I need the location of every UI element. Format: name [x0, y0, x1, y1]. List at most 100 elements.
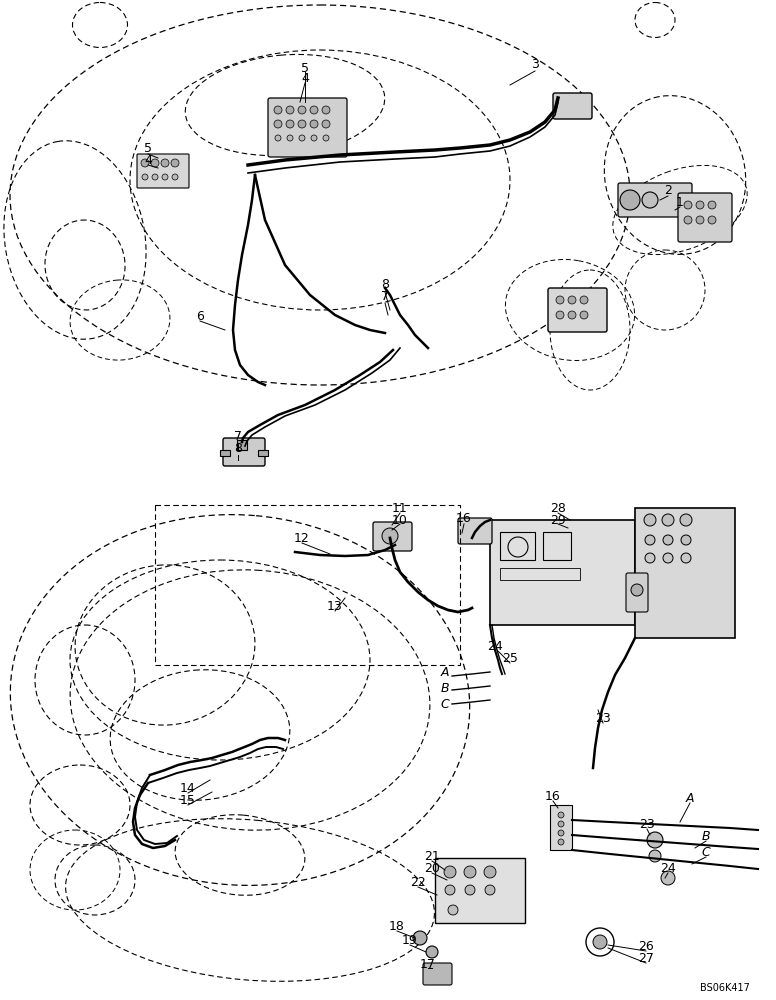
Circle shape — [684, 216, 692, 224]
Bar — [543, 532, 571, 560]
Circle shape — [558, 821, 564, 827]
FancyBboxPatch shape — [550, 805, 572, 850]
Circle shape — [696, 216, 704, 224]
Bar — [220, 450, 230, 456]
Text: 25: 25 — [502, 652, 518, 664]
Text: 23: 23 — [595, 712, 611, 726]
Text: 23: 23 — [639, 818, 655, 832]
Circle shape — [580, 296, 588, 304]
Text: B: B — [441, 682, 449, 694]
FancyBboxPatch shape — [268, 98, 347, 157]
Text: C: C — [441, 698, 449, 710]
Text: 6: 6 — [196, 310, 204, 322]
Circle shape — [161, 159, 169, 167]
Circle shape — [152, 174, 158, 180]
Circle shape — [141, 159, 149, 167]
Circle shape — [620, 190, 640, 210]
Text: 4: 4 — [144, 153, 152, 166]
FancyBboxPatch shape — [490, 520, 635, 625]
Circle shape — [556, 296, 564, 304]
Text: 4: 4 — [301, 73, 309, 86]
Circle shape — [568, 311, 576, 319]
FancyBboxPatch shape — [635, 508, 735, 638]
FancyBboxPatch shape — [435, 858, 525, 923]
Circle shape — [661, 871, 675, 885]
Circle shape — [151, 159, 159, 167]
Text: 5: 5 — [301, 62, 309, 75]
Circle shape — [580, 311, 588, 319]
FancyBboxPatch shape — [423, 963, 452, 985]
Circle shape — [444, 866, 456, 878]
Bar — [500, 532, 535, 560]
Circle shape — [708, 216, 716, 224]
Text: 18: 18 — [389, 920, 405, 934]
Text: 16: 16 — [545, 790, 561, 804]
Circle shape — [662, 514, 674, 526]
Text: 11: 11 — [392, 502, 408, 514]
Text: 15: 15 — [180, 794, 196, 806]
FancyBboxPatch shape — [373, 522, 412, 551]
Circle shape — [322, 120, 330, 128]
FancyBboxPatch shape — [458, 518, 492, 544]
Circle shape — [310, 106, 318, 114]
Circle shape — [645, 553, 655, 563]
Bar — [258, 450, 268, 456]
Circle shape — [311, 135, 317, 141]
Circle shape — [172, 174, 178, 180]
Circle shape — [593, 935, 607, 949]
Bar — [500, 568, 580, 580]
Circle shape — [286, 120, 294, 128]
Circle shape — [558, 830, 564, 836]
Circle shape — [298, 120, 306, 128]
Circle shape — [322, 106, 330, 114]
Text: A: A — [441, 666, 449, 678]
Circle shape — [684, 201, 692, 209]
Text: 5: 5 — [144, 141, 152, 154]
Text: 1: 1 — [676, 196, 684, 209]
Circle shape — [464, 866, 476, 878]
Text: 28: 28 — [550, 502, 566, 514]
Text: A: A — [686, 792, 695, 806]
Text: 21: 21 — [424, 850, 440, 863]
FancyBboxPatch shape — [548, 288, 607, 332]
Circle shape — [642, 192, 658, 208]
Text: 7: 7 — [381, 290, 389, 304]
Text: 24: 24 — [487, 640, 503, 652]
Text: C: C — [702, 846, 710, 859]
FancyBboxPatch shape — [137, 154, 189, 188]
FancyBboxPatch shape — [626, 573, 648, 612]
FancyBboxPatch shape — [553, 93, 592, 119]
Text: 29: 29 — [550, 514, 566, 526]
Circle shape — [287, 135, 293, 141]
FancyBboxPatch shape — [223, 438, 265, 466]
Text: 27: 27 — [638, 952, 654, 966]
Text: 8: 8 — [234, 442, 242, 456]
Text: 3: 3 — [531, 58, 539, 72]
Circle shape — [274, 106, 282, 114]
Circle shape — [413, 931, 427, 945]
Text: 24: 24 — [660, 862, 676, 876]
Circle shape — [142, 174, 148, 180]
Circle shape — [171, 159, 179, 167]
Circle shape — [286, 106, 294, 114]
Circle shape — [558, 812, 564, 818]
Circle shape — [445, 885, 455, 895]
Text: 7: 7 — [234, 430, 242, 444]
Circle shape — [465, 885, 475, 895]
Text: 8: 8 — [381, 278, 389, 292]
Bar — [237, 440, 247, 450]
Circle shape — [631, 584, 643, 596]
Circle shape — [299, 135, 305, 141]
Text: 22: 22 — [411, 876, 426, 890]
Circle shape — [680, 514, 692, 526]
Circle shape — [696, 201, 704, 209]
Circle shape — [647, 832, 663, 848]
Text: 12: 12 — [294, 532, 310, 544]
Circle shape — [310, 120, 318, 128]
Text: 19: 19 — [402, 934, 417, 948]
Circle shape — [568, 296, 576, 304]
Circle shape — [681, 553, 691, 563]
Circle shape — [485, 885, 495, 895]
Circle shape — [382, 528, 398, 544]
Circle shape — [681, 535, 691, 545]
